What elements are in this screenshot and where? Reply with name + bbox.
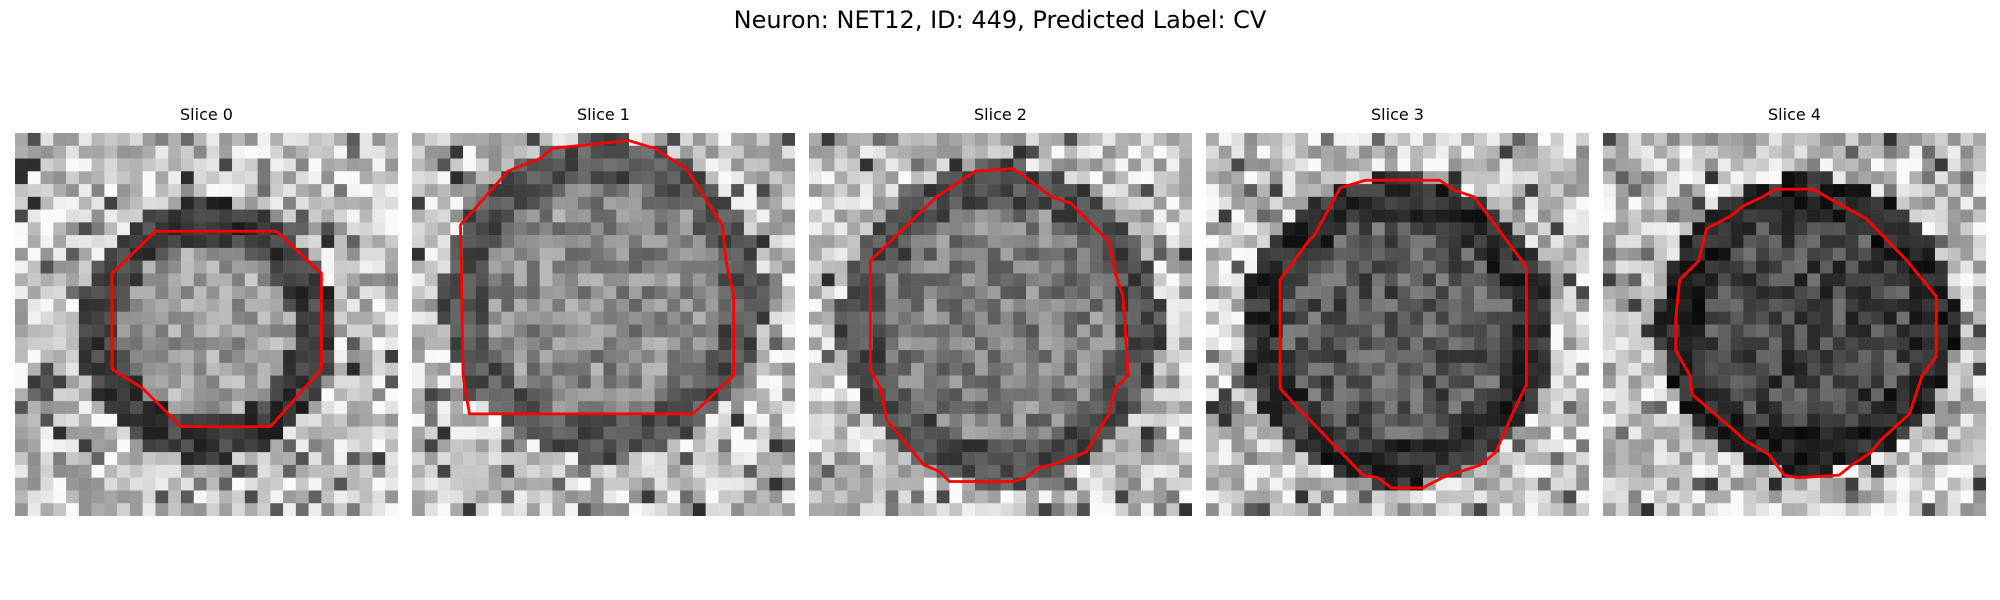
slice-title-3: Slice 3 — [1371, 105, 1424, 124]
cell-contour-outline — [459, 139, 736, 416]
cell-contour-outline — [1278, 178, 1528, 490]
pixel-grid — [15, 133, 398, 516]
slice-title-0: Slice 0 — [180, 105, 233, 124]
slice-image-1 — [412, 133, 795, 516]
cell-contour-outline — [1674, 187, 1938, 480]
cell-contour-outline — [868, 167, 1130, 483]
slice-title-4: Slice 4 — [1768, 105, 1821, 124]
pixel-grid — [412, 133, 795, 516]
pixel-grid — [1206, 133, 1589, 516]
slice-image-0 — [15, 133, 398, 516]
slice-image-4 — [1603, 133, 1986, 516]
slice-title-2: Slice 2 — [974, 105, 1027, 124]
cell-contour-outline — [110, 229, 323, 429]
figure-title: Neuron: NET12, ID: 449, Predicted Label:… — [733, 6, 1267, 34]
slice-image-2 — [809, 133, 1192, 516]
pixel-grid — [1603, 133, 1986, 516]
pixel-grid — [809, 133, 1192, 516]
slice-title-1: Slice 1 — [577, 105, 630, 124]
slice-image-3 — [1206, 133, 1589, 516]
